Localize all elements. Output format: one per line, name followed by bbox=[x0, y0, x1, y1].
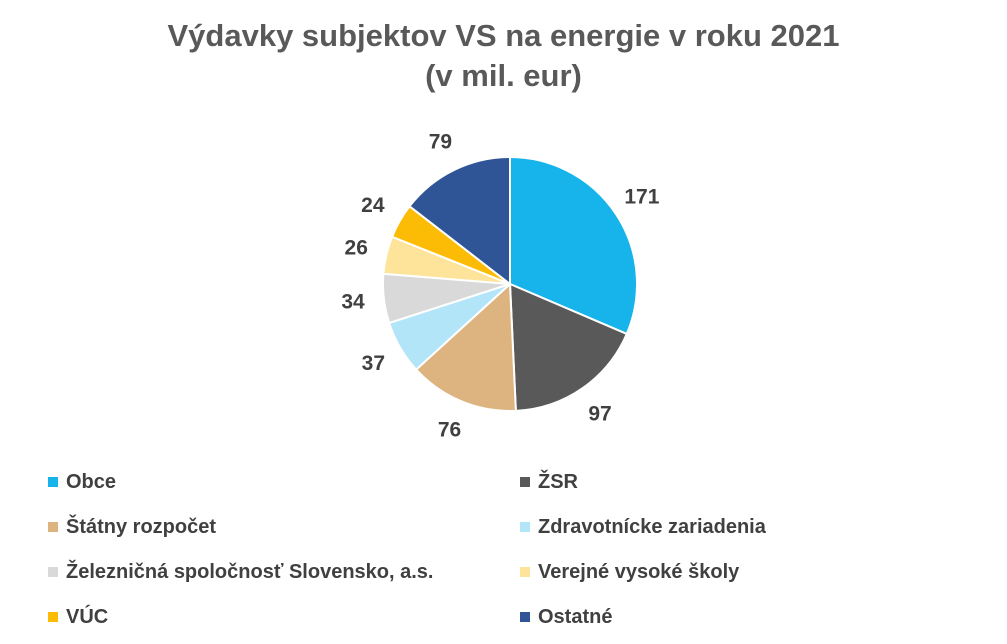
pie-slice-3 bbox=[414, 281, 517, 412]
pie-slice-8 bbox=[408, 155, 511, 287]
legend-item: Zdravotnícke zariadenia bbox=[520, 515, 766, 539]
legend-label: Verejné vysoké školy bbox=[538, 560, 740, 583]
data-label-7: 24 bbox=[361, 194, 385, 217]
data-label-2: 97 bbox=[588, 402, 611, 425]
legend-item: VÚC bbox=[48, 605, 108, 629]
legend-label: ŽSR bbox=[538, 470, 578, 493]
legend-item: Železničná spoločnosť Slovensko, a.s. bbox=[48, 560, 433, 584]
data-label-5: 34 bbox=[341, 291, 365, 314]
legend-label: Ostatné bbox=[538, 605, 613, 628]
chart-title: Výdavky subjektov VS na energie v roku 2… bbox=[0, 16, 1007, 96]
legend-swatch bbox=[48, 477, 58, 487]
data-label-4: 37 bbox=[362, 352, 385, 375]
legend-item: Obce bbox=[48, 470, 116, 494]
legend-swatch bbox=[48, 567, 58, 577]
chart-subtitle-line: (v mil. eur) bbox=[425, 58, 582, 93]
data-label-6: 26 bbox=[345, 236, 368, 259]
legend-swatch bbox=[48, 522, 58, 532]
legend-label: VÚC bbox=[66, 605, 109, 628]
legend-item: Štátny rozpočet bbox=[48, 515, 216, 539]
legend-swatch bbox=[520, 477, 530, 487]
legend-label: Štátny rozpočet bbox=[66, 515, 217, 538]
legend-swatch bbox=[520, 567, 530, 577]
legend-swatch bbox=[520, 612, 530, 622]
legend-item: Verejné vysoké školy bbox=[520, 560, 739, 584]
pie-slice-2 bbox=[508, 282, 629, 412]
pie-slice-1 bbox=[509, 155, 638, 336]
data-label-3: 76 bbox=[438, 418, 461, 441]
legend-label: Zdravotnícke zariadenia bbox=[538, 515, 766, 538]
data-label-8: 79 bbox=[429, 131, 452, 154]
legend-item: ŽSR bbox=[520, 470, 578, 494]
legend-swatch bbox=[520, 522, 530, 532]
data-label-1: 171 bbox=[624, 185, 659, 208]
legend-label: Obce bbox=[66, 470, 117, 493]
legend-swatch bbox=[48, 612, 58, 622]
legend-item: Ostatné bbox=[520, 605, 612, 629]
chart-title-line: Výdavky subjektov VS na energie v roku 2… bbox=[167, 18, 840, 53]
legend-label: Železničná spoločnosť Slovensko, a.s. bbox=[66, 560, 434, 583]
